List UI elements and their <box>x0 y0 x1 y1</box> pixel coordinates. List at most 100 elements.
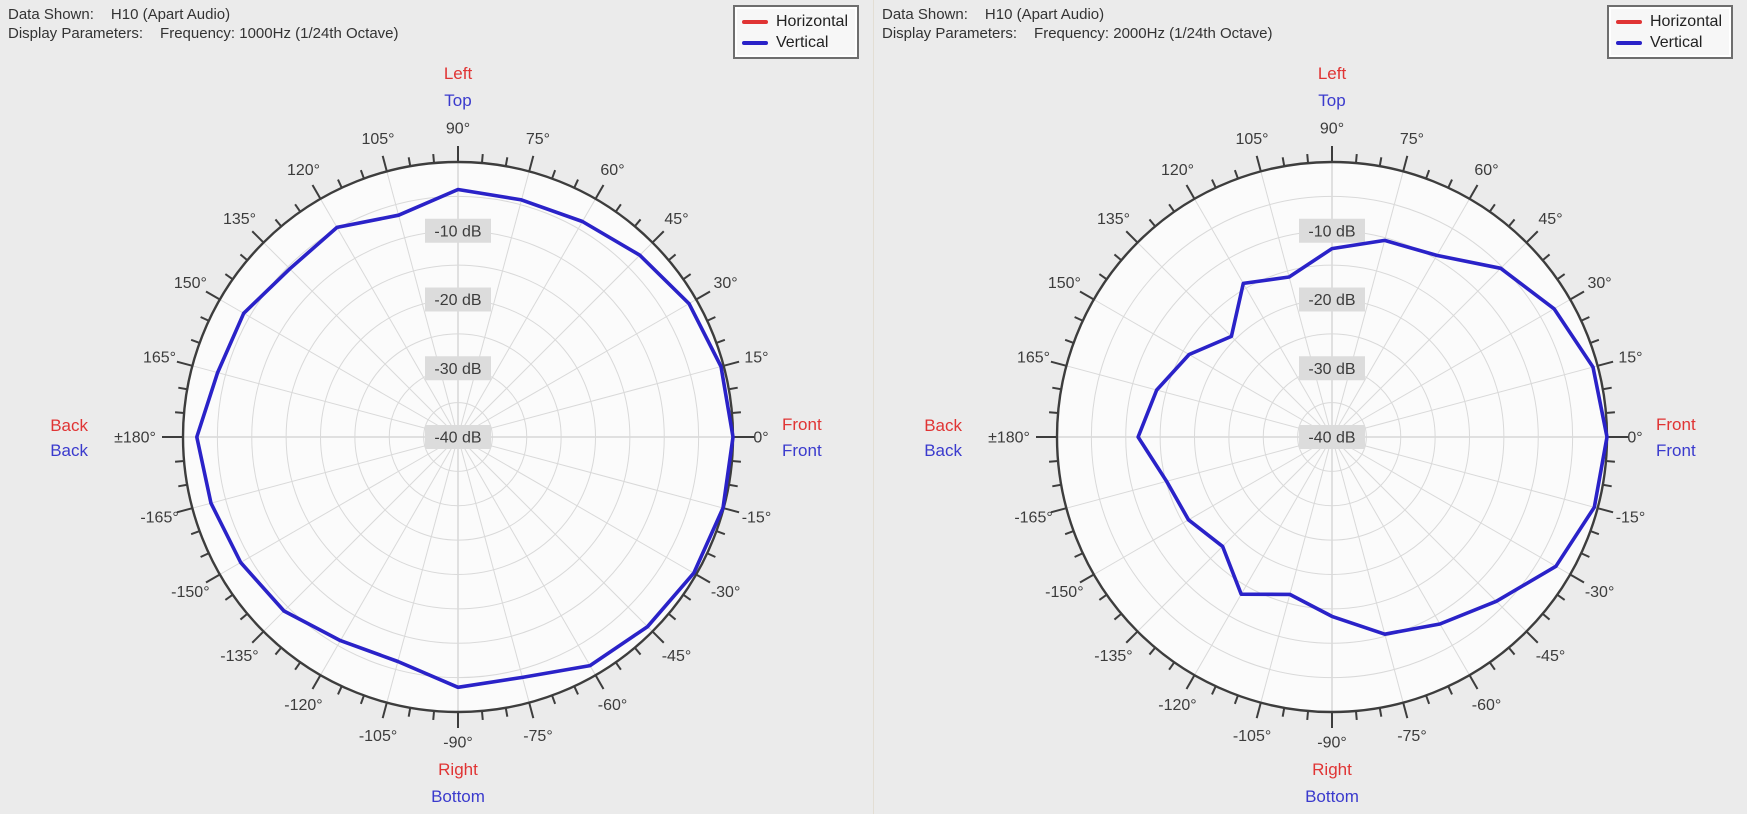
angle-tick-335 <box>706 552 716 558</box>
direction-label-bottom-horizontal: Right <box>1312 760 1352 779</box>
polar-chart-panel-2000hz: Data Shown: H10 (Apart Audio) Display Par… <box>874 0 1747 814</box>
angle-tick-300 <box>594 674 605 690</box>
angle-tick-100 <box>1281 157 1286 167</box>
angle-tick-170 <box>1052 386 1062 391</box>
angle-tick-200 <box>1064 530 1074 536</box>
angle-label-0: 0° <box>753 430 768 447</box>
angle-tick-30 <box>1569 290 1585 301</box>
angle-tick-215 <box>224 593 234 601</box>
angle-label-135: 135° <box>1097 211 1130 228</box>
angle-tick-125 <box>294 203 302 213</box>
angle-tick-115 <box>337 179 343 189</box>
direction-label-front-horizontal: Front <box>1656 415 1696 434</box>
angle-tick-130 <box>274 218 282 227</box>
legend-label-horizontal: Horizontal <box>1649 13 1722 30</box>
angle-tick-165 <box>1050 360 1067 367</box>
direction-label-front-vertical: Front <box>1656 441 1696 460</box>
angle-tick-350 <box>728 483 738 488</box>
angle-tick-65 <box>1447 179 1453 189</box>
angle-label-30: -30° <box>1585 584 1615 601</box>
angle-label-30: 30° <box>1588 275 1612 292</box>
angle-tick-320 <box>668 613 677 621</box>
angle-tick-135 <box>1125 230 1139 244</box>
legend-item-vertical[interactable]: Vertical <box>741 32 848 53</box>
display-parameters-line: Display Parameters: Frequency: 1000Hz (1/… <box>8 24 399 43</box>
angle-tick-305 <box>1488 661 1496 671</box>
angle-tick-310 <box>634 647 642 656</box>
angle-tick-40 <box>1542 253 1551 261</box>
angle-tick-120 <box>311 184 322 200</box>
angle-label-45: -45° <box>662 648 692 665</box>
angle-label-15: 15° <box>1618 350 1642 367</box>
angle-tick-120 <box>1185 184 1196 200</box>
angle-label-120: -120° <box>284 697 322 714</box>
angle-label-75: 75° <box>1400 131 1424 148</box>
legend-item-horizontal[interactable]: Horizontal <box>741 11 848 32</box>
angle-tick-95 <box>1306 153 1310 164</box>
direction-label-back-horizontal: Back <box>50 416 88 435</box>
angle-tick-100 <box>407 157 412 167</box>
direction-label-top-horizontal: Left <box>1318 64 1347 83</box>
angle-tick-315 <box>651 630 665 644</box>
angle-label-150: -150° <box>171 584 209 601</box>
legend-box: Horizontal Vertical <box>732 5 859 59</box>
db-label-bg--10 <box>1299 218 1365 243</box>
angle-tick-165 <box>176 360 193 367</box>
angle-label-105: -105° <box>1233 728 1271 745</box>
db-label-bg--40 <box>425 425 491 449</box>
horizontal-series-color-dash <box>1615 19 1642 24</box>
angle-tick-185 <box>1048 459 1059 463</box>
angle-label-45: 45° <box>1538 211 1562 228</box>
angle-tick-10 <box>1602 386 1612 391</box>
angle-label-90: -90° <box>443 735 473 752</box>
angle-tick-80 <box>1378 157 1383 167</box>
grid-ring--35db <box>423 402 493 472</box>
angle-tick-40 <box>668 253 677 261</box>
angle-tick-95 <box>432 153 436 164</box>
angle-tick-295 <box>573 685 579 695</box>
vertical-response-curve <box>1136 238 1609 636</box>
direction-label-bottom-vertical: Bottom <box>431 787 485 806</box>
angle-label-60: 60° <box>1474 162 1498 179</box>
angle-label-150: -150° <box>1045 584 1083 601</box>
data-shown-line: Data Shown: H10 (Apart Audio) <box>882 5 1273 24</box>
db-label--30: -30 dB <box>1308 361 1355 378</box>
angle-tick-75 <box>528 155 535 172</box>
angle-label-165: 165° <box>143 350 176 367</box>
angle-tick-250 <box>1233 695 1239 705</box>
angle-tick-195 <box>176 507 193 514</box>
angle-tick-260 <box>1281 707 1286 717</box>
angle-tick-25 <box>1580 316 1590 322</box>
angle-tick-275 <box>1354 710 1358 721</box>
angle-tick-285 <box>528 702 535 719</box>
angle-tick-240 <box>311 674 322 690</box>
angle-tick-15 <box>723 360 740 367</box>
angle-label-15: -15° <box>1616 509 1646 526</box>
direction-label-back-vertical: Back <box>50 441 88 460</box>
legend-item-horizontal[interactable]: Horizontal <box>1615 11 1722 32</box>
grid-ring--25db <box>354 333 562 541</box>
angle-tick-25 <box>706 316 716 322</box>
angle-tick-305 <box>614 661 622 671</box>
db-label-bg--20 <box>1299 287 1365 312</box>
angle-tick-160 <box>1064 338 1074 344</box>
angle-tick-160 <box>190 338 200 344</box>
angle-tick-295 <box>1447 685 1453 695</box>
direction-label-top-vertical: Top <box>1318 91 1345 110</box>
angle-tick-20 <box>1590 338 1600 344</box>
angle-tick-345 <box>1597 507 1614 514</box>
angle-tick-55 <box>1488 203 1496 213</box>
angle-tick-155 <box>1074 316 1084 322</box>
angle-tick-10 <box>728 386 738 391</box>
angle-tick-20 <box>716 338 726 344</box>
legend-item-vertical[interactable]: Vertical <box>1615 32 1722 53</box>
angle-tick-155 <box>200 316 210 322</box>
legend-label-horizontal: Horizontal <box>775 13 848 30</box>
angle-tick-105 <box>1255 155 1262 172</box>
direction-label-back-vertical: Back <box>924 441 962 460</box>
angle-tick-115 <box>1211 179 1217 189</box>
angle-label-120: 120° <box>287 162 320 179</box>
angle-tick-145 <box>224 273 234 281</box>
angle-tick-335 <box>1580 552 1590 558</box>
angle-tick-210 <box>205 573 221 584</box>
